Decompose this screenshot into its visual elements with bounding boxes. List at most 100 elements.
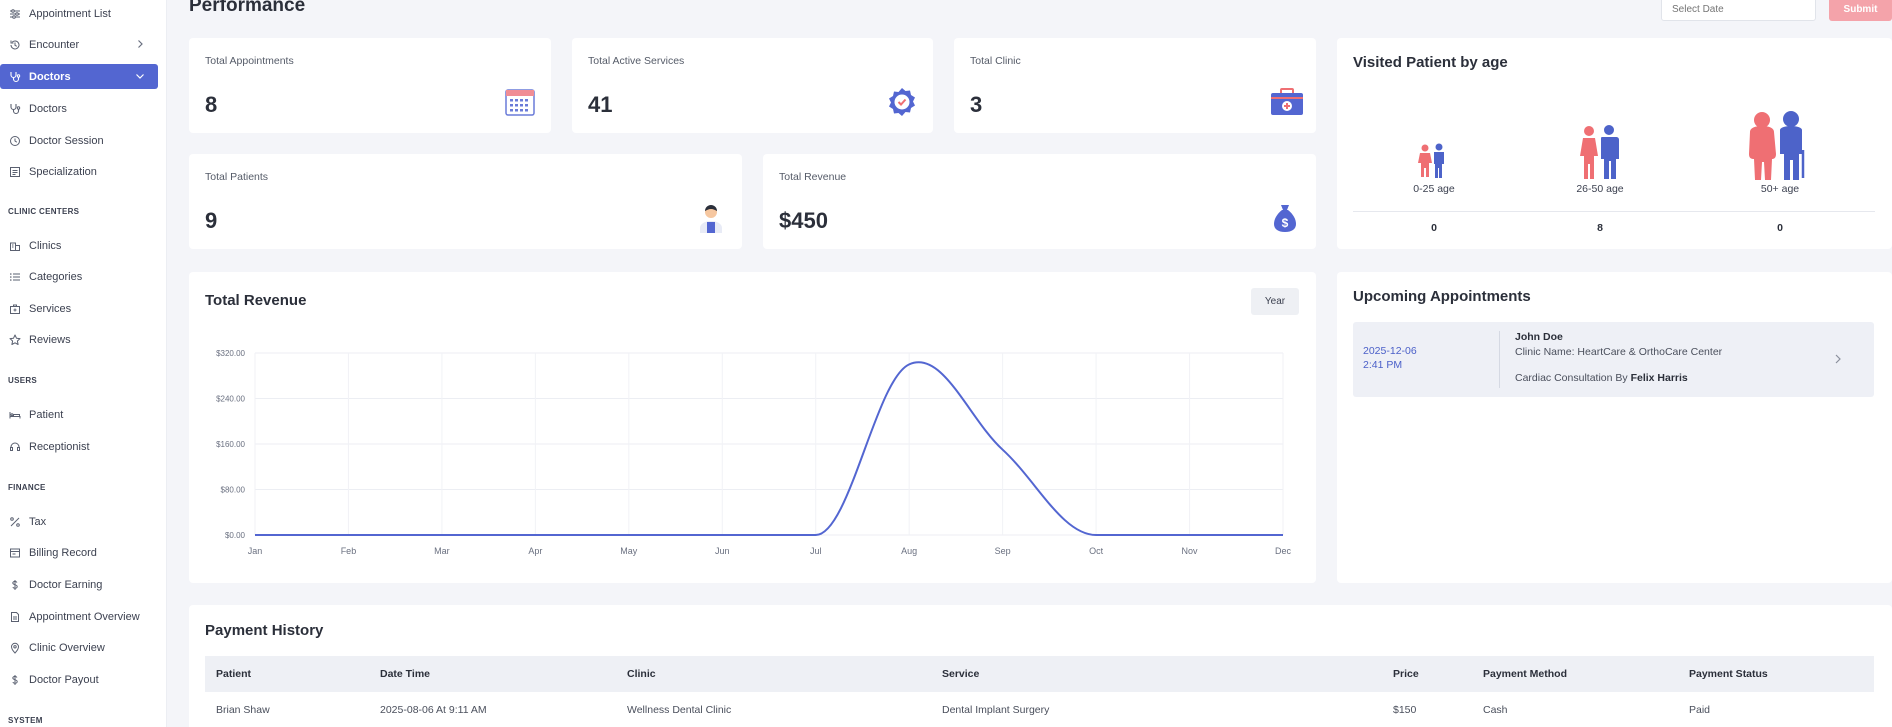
- x-tick-label: Aug: [901, 546, 917, 556]
- sidebar-item-label: Doctor Session: [29, 134, 104, 147]
- money-bag-icon: $: [1270, 203, 1300, 233]
- stat-card-appointments: Total Appointments 8: [189, 38, 551, 133]
- section-finance: FINANCE: [8, 483, 46, 492]
- stat-label: Total Revenue: [779, 171, 847, 183]
- date-input[interactable]: [1661, 0, 1816, 21]
- appointment-date: 2025-12-06: [1363, 345, 1417, 357]
- y-tick-label: $160.00: [216, 440, 245, 449]
- stat-value: 9: [205, 208, 218, 233]
- x-tick-label: Jul: [810, 546, 822, 556]
- list-box-icon: [9, 166, 21, 178]
- appointment-item[interactable]: 2025-12-06 2:41 PM John Doe Clinic Name:…: [1353, 322, 1874, 397]
- stat-label: Total Appointments: [205, 55, 294, 67]
- stat-value: $450: [779, 208, 828, 233]
- age-count-26-50: 8: [1597, 222, 1603, 234]
- column-header[interactable]: Service: [931, 656, 1382, 692]
- sidebar-item-label: Specialization: [29, 165, 97, 178]
- table-cell: Dental Implant Surgery: [931, 692, 1382, 727]
- sidebar-item-label: Clinics: [29, 239, 62, 252]
- stat-value: 8: [205, 92, 218, 117]
- sidebar-item-label: Tax: [29, 515, 47, 528]
- svg-text:$: $: [1282, 216, 1289, 230]
- sidebar-item-label: Doctors: [29, 102, 67, 115]
- percent-icon: [9, 516, 21, 528]
- verified-badge-icon: [887, 87, 917, 117]
- revenue-title: Total Revenue: [205, 292, 307, 309]
- bed-icon: [9, 409, 21, 421]
- x-tick-label: Sep: [995, 546, 1011, 556]
- x-tick-label: Jan: [248, 546, 263, 556]
- appointment-service: Cardiac Consultation By Felix Harris: [1515, 372, 1688, 384]
- sidebar-item-doctor-earning[interactable]: Doctor Earning: [0, 572, 158, 597]
- upcoming-title: Upcoming Appointments: [1353, 288, 1531, 305]
- sidebar-item-label: Doctor Earning: [29, 578, 103, 591]
- sidebar-item-label: Doctor Payout: [29, 673, 99, 686]
- sidebar-item-doctors-group[interactable]: Doctors: [0, 64, 158, 89]
- age-count-0-25: 0: [1431, 222, 1437, 234]
- sidebar-item-label: Services: [29, 302, 72, 315]
- page-title: Performance: [189, 0, 306, 16]
- map-pin-icon: [9, 642, 21, 654]
- column-header[interactable]: Clinic: [616, 656, 931, 692]
- sidebar-item-services[interactable]: Services: [0, 296, 158, 321]
- dollar-icon: [9, 674, 21, 686]
- table-row[interactable]: Brian Shaw 2025-08-06 At 9:11 AM Wellnes…: [205, 692, 1874, 727]
- age-label-0-25: 0-25 age: [1413, 183, 1455, 195]
- star-icon: [9, 334, 21, 346]
- sidebar-item-reviews[interactable]: Reviews: [0, 327, 158, 352]
- sidebar-item-label: Clinic Overview: [29, 641, 105, 654]
- y-tick-label: $80.00: [221, 486, 246, 495]
- section-users: USERS: [8, 376, 38, 385]
- sidebar-item-appointment-overview[interactable]: Appointment Overview: [0, 604, 158, 629]
- sidebar-item-clinic-overview[interactable]: Clinic Overview: [0, 635, 158, 660]
- appointment-datetime: 2025-12-06 2:41 PM: [1363, 344, 1417, 372]
- column-header[interactable]: Payment Status: [1678, 656, 1874, 692]
- age-figure-26-50: [1577, 125, 1623, 186]
- sidebar-item-label: Billing Record: [29, 546, 97, 559]
- sidebar-item-doctor-payout[interactable]: Doctor Payout: [0, 667, 158, 692]
- column-header[interactable]: Price: [1382, 656, 1472, 692]
- sidebar-item-encounter[interactable]: Encounter: [0, 32, 158, 57]
- sidebar-item-doctor-session[interactable]: Doctor Session: [0, 128, 158, 153]
- payment-table: Patient Date Time Clinic Service Price P…: [205, 656, 1874, 727]
- revenue-series-line: [255, 361, 1283, 536]
- sidebar-item-specialization[interactable]: Specialization: [0, 159, 158, 184]
- y-tick-label: $320.00: [216, 349, 245, 358]
- submit-button[interactable]: Submit: [1829, 0, 1892, 21]
- stat-card-revenue: Total Revenue $450 $: [763, 154, 1316, 249]
- sidebar-item-label: Receptionist: [29, 440, 90, 453]
- column-header[interactable]: Date Time: [369, 656, 616, 692]
- medical-kit-icon: [1270, 87, 1303, 117]
- column-header[interactable]: Payment Method: [1472, 656, 1678, 692]
- sidebar-item-label: Reviews: [29, 333, 71, 346]
- y-tick-label: $240.00: [216, 395, 245, 404]
- table-cell: Brian Shaw: [205, 692, 369, 727]
- stethoscope-icon: [9, 71, 21, 83]
- stethoscope-icon: [9, 103, 21, 115]
- chevron-right-icon[interactable]: [1833, 352, 1845, 366]
- sidebar-item-label: Patient: [29, 408, 64, 421]
- sidebar-item-clinics[interactable]: Clinics: [0, 233, 158, 258]
- appointment-time: 2:41 PM: [1363, 359, 1403, 371]
- sidebar-item-billing-record[interactable]: Billing Record: [0, 540, 158, 565]
- divider: [1353, 211, 1875, 212]
- document-icon: [9, 611, 21, 623]
- table-cell: Paid: [1678, 692, 1874, 727]
- sidebar-item-doctors[interactable]: Doctors: [0, 96, 158, 121]
- sidebar-item-patient[interactable]: Patient: [0, 402, 158, 427]
- clock-icon: [9, 135, 21, 147]
- building-icon: [9, 240, 21, 252]
- x-tick-label: Jun: [715, 546, 730, 556]
- column-header[interactable]: Patient: [205, 656, 369, 692]
- sidebar-item-receptionist[interactable]: Receptionist: [0, 434, 158, 459]
- year-range-button[interactable]: Year: [1251, 288, 1299, 315]
- appointment-clinic: Clinic Name: HeartCare & OrthoCare Cente…: [1515, 346, 1723, 358]
- sidebar-item-categories[interactable]: Categories: [0, 264, 158, 289]
- sidebar-item-appointment-list[interactable]: Appointment List: [0, 1, 158, 26]
- sidebar-item-tax[interactable]: Tax: [0, 509, 158, 534]
- receipt-icon: [9, 547, 21, 559]
- x-tick-label: Nov: [1182, 546, 1199, 556]
- sidebar-item-label: Doctors: [29, 70, 71, 83]
- payment-title: Payment History: [205, 622, 324, 639]
